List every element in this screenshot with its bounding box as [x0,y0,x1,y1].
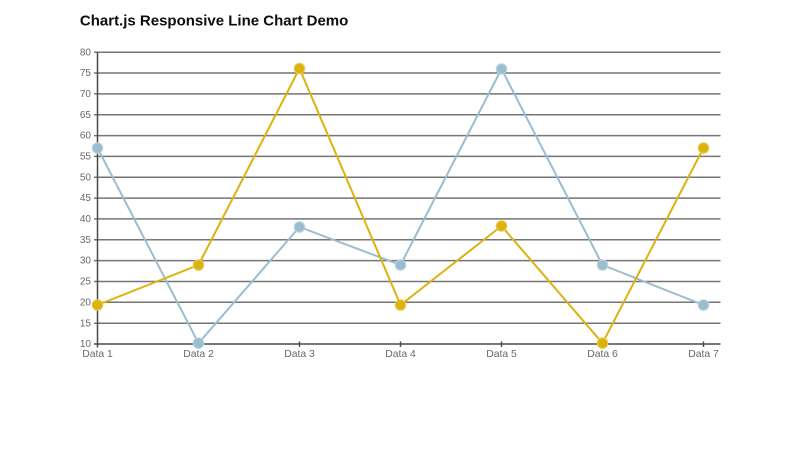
svg-text:40: 40 [80,214,92,225]
svg-text:Data 5: Data 5 [486,349,517,360]
svg-text:65: 65 [80,110,92,121]
svg-text:80: 80 [80,47,92,58]
svg-text:70: 70 [80,89,92,100]
svg-text:15: 15 [80,318,92,329]
svg-text:50: 50 [80,172,92,183]
svg-text:Data 6: Data 6 [587,349,618,360]
svg-text:Data 7: Data 7 [688,349,719,360]
svg-text:Data 4: Data 4 [385,349,416,360]
svg-text:35: 35 [80,235,92,246]
svg-text:20: 20 [80,297,92,308]
svg-text:45: 45 [80,193,92,204]
svg-text:Data 3: Data 3 [284,349,315,360]
svg-text:25: 25 [80,277,92,288]
svg-text:30: 30 [80,256,92,267]
svg-text:Data 1: Data 1 [82,349,113,360]
svg-text:55: 55 [80,152,92,163]
svg-text:Chart.js Responsive Line Chart: Chart.js Responsive Line Chart Demo [80,13,348,30]
svg-text:10: 10 [80,339,92,350]
svg-text:Data 2: Data 2 [183,349,214,360]
svg-text:60: 60 [80,131,92,142]
svg-text:75: 75 [80,68,92,79]
